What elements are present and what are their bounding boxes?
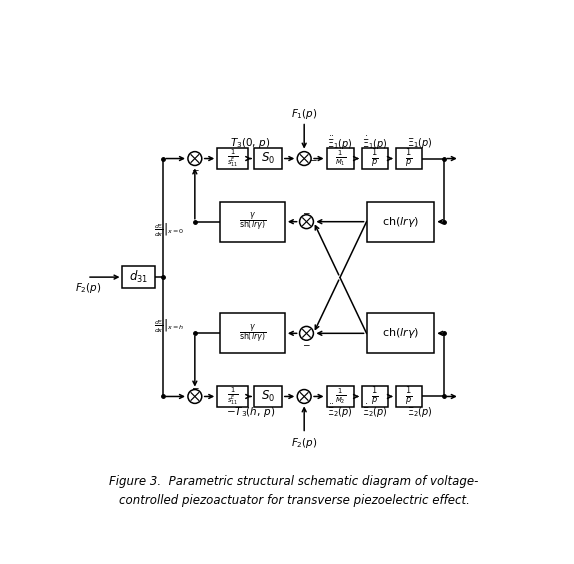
Text: $\dot{\Xi}_1(p)$: $\dot{\Xi}_1(p)$ [362, 135, 388, 152]
Bar [396, 386, 422, 407]
Bar [362, 386, 388, 407]
Text: $\left.\frac{d\Xi}{dx}\right|_{x=h}$: $\left.\frac{d\Xi}{dx}\right|_{x=h}$ [153, 317, 184, 334]
Text: $\frac{\gamma}{\mathrm{sh}(lr\gamma)}$: $\frac{\gamma}{\mathrm{sh}(lr\gamma)}$ [239, 210, 266, 233]
Text: $\frac{1}{M_2}$: $\frac{1}{M_2}$ [335, 387, 346, 406]
Text: $\dot{\Xi}_2(p)$: $\dot{\Xi}_2(p)$ [362, 403, 388, 420]
Text: $\frac{\gamma}{\mathrm{sh}(lr\gamma)}$: $\frac{\gamma}{\mathrm{sh}(lr\gamma)}$ [239, 322, 266, 345]
Text: $d_{31}$: $d_{31}$ [129, 269, 148, 285]
Circle shape [300, 215, 313, 228]
Text: $F_2(p)$: $F_2(p)$ [291, 435, 317, 450]
Text: $\frac{1}{p}$: $\frac{1}{p}$ [371, 385, 379, 408]
Bar [327, 386, 354, 407]
Text: $T_3(0,\,p)$: $T_3(0,\,p)$ [230, 136, 270, 150]
Bar [254, 148, 282, 169]
Text: $\ddot{\Xi}_2(p)$: $\ddot{\Xi}_2(p)$ [327, 403, 353, 420]
Bar [220, 202, 285, 242]
Bar [396, 148, 422, 169]
Bar [217, 386, 248, 407]
Text: $-$: $-$ [309, 154, 318, 163]
Circle shape [188, 390, 202, 403]
Text: $\left.\frac{d\Xi}{dx}\right|_{x=0}$: $\left.\frac{d\Xi}{dx}\right|_{x=0}$ [153, 221, 184, 238]
Text: $\Xi_1(p)$: $\Xi_1(p)$ [407, 136, 433, 150]
Text: $\frac{1}{s_{11}^E}$: $\frac{1}{s_{11}^E}$ [227, 148, 239, 169]
Text: $\Xi_2(p)$: $\Xi_2(p)$ [407, 405, 433, 419]
Bar [362, 148, 388, 169]
Text: $-$: $-$ [191, 164, 199, 173]
Text: $-T_3(h,\,p)$: $-T_3(h,\,p)$ [226, 405, 275, 419]
Text: $-$: $-$ [191, 382, 199, 391]
Bar [327, 148, 354, 169]
Circle shape [297, 152, 311, 165]
Text: $-$: $-$ [302, 339, 311, 348]
Text: $\frac{1}{M_1}$: $\frac{1}{M_1}$ [335, 149, 346, 168]
Circle shape [297, 390, 311, 403]
Text: $\frac{1}{p}$: $\frac{1}{p}$ [405, 385, 413, 408]
Circle shape [188, 152, 202, 165]
Text: $\frac{1}{p}$: $\frac{1}{p}$ [405, 147, 413, 170]
Bar [122, 266, 155, 288]
Bar [367, 202, 435, 242]
Text: $\frac{1}{s_{11}^E}$: $\frac{1}{s_{11}^E}$ [227, 386, 239, 407]
Text: $\mathrm{ch}(lr\gamma)$: $\mathrm{ch}(lr\gamma)$ [382, 215, 419, 228]
Bar [220, 314, 285, 354]
Text: $\mathrm{ch}(lr\gamma)$: $\mathrm{ch}(lr\gamma)$ [382, 327, 419, 340]
Text: $F_2(p)$: $F_2(p)$ [75, 281, 102, 295]
Bar [367, 314, 435, 354]
Text: $S_0$: $S_0$ [261, 389, 275, 404]
Bar [254, 386, 282, 407]
Text: $F_1(p)$: $F_1(p)$ [291, 107, 317, 121]
Text: $\ddot{\Xi}_1(p)$: $\ddot{\Xi}_1(p)$ [327, 135, 353, 152]
Text: $-$: $-$ [302, 207, 311, 216]
Circle shape [300, 327, 313, 340]
Text: Figure 3.  Parametric structural schematic diagram of voltage-
controlled piezoa: Figure 3. Parametric structural schemati… [110, 475, 479, 507]
Bar [217, 148, 248, 169]
Text: $\frac{1}{p}$: $\frac{1}{p}$ [371, 147, 379, 170]
Text: $S_0$: $S_0$ [261, 151, 275, 166]
